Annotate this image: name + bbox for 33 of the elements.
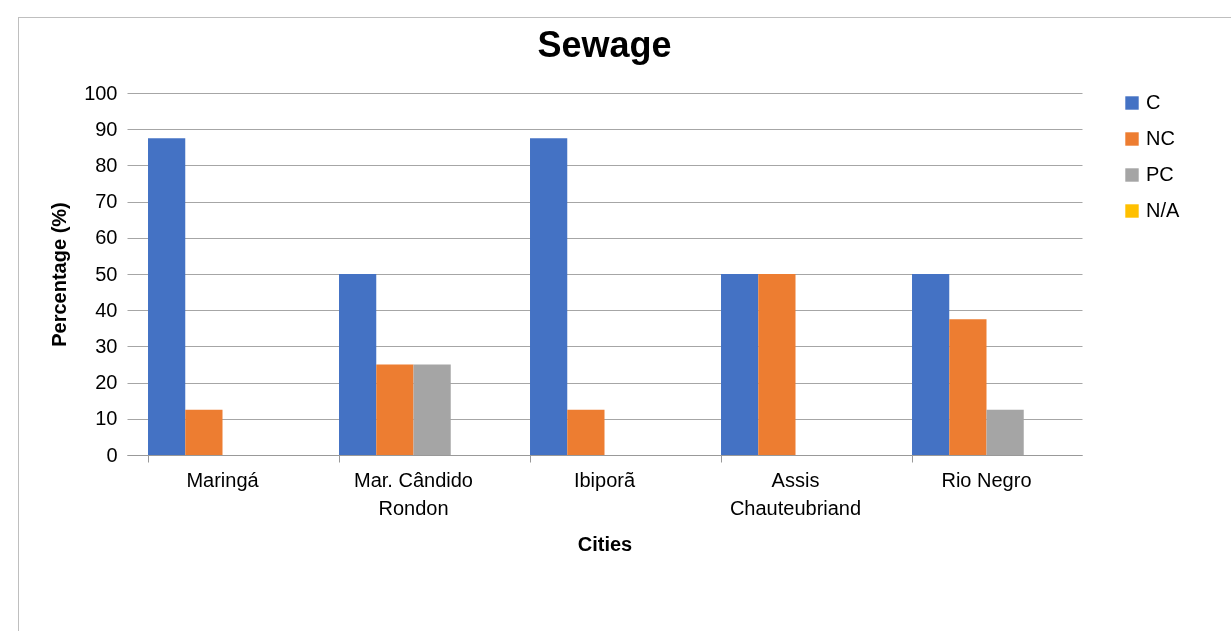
bar [567,409,605,455]
legend-label: N/A [1146,199,1180,221]
bar [185,409,223,455]
x-tick-label: Maringá [186,468,260,491]
y-tick-label: 100 [84,81,118,104]
x-axis-title: Cities [577,532,633,555]
y-tick-label: 20 [95,371,118,394]
y-tick-label: 0 [106,443,118,466]
bar [721,274,759,455]
y-tick-label: 50 [95,262,118,285]
bar [758,274,796,455]
x-tick-label: Rio Negro [941,468,1032,491]
legend-label: C [1146,91,1161,113]
bar [530,138,568,455]
y-tick-label: 60 [95,226,118,249]
x-tick-label: Assis Chauteubriand [729,468,862,519]
y-axis-title: Percentage (%) [48,202,71,347]
bar [148,138,186,455]
chart-title: Sewage [537,24,672,65]
legend-label: PC [1146,163,1174,185]
x-tick-label: Mar. Cândido Rondon [354,468,473,519]
y-tick-label: 10 [95,407,118,430]
bar [339,274,377,455]
y-tick-label: 30 [95,334,118,357]
y-tick-label: 40 [95,298,118,321]
y-tick-label: 90 [95,117,118,140]
y-tick-label: 70 [95,190,118,213]
bar [376,364,414,455]
y-tick-label: 80 [95,153,118,176]
bar [949,319,987,455]
legend-label: NC [1146,127,1175,149]
x-tick-label: Ibiporã [573,468,636,491]
bar [912,274,950,455]
